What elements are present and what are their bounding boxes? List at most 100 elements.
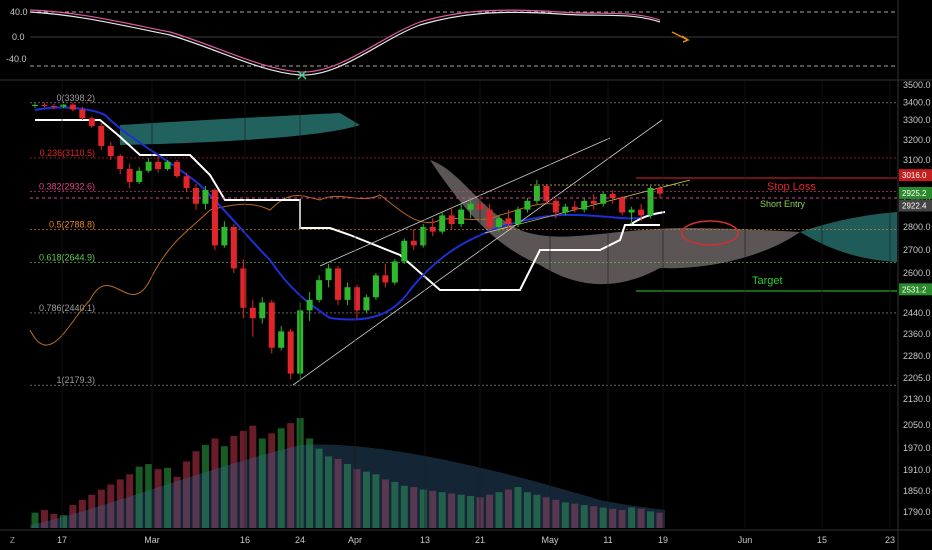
candle-body: [202, 190, 209, 204]
time-axis-label: May: [541, 535, 559, 545]
price-axis-label: 2050.0: [903, 420, 931, 430]
volume-bar: [40, 510, 48, 528]
price-axis-label: 2360.0: [903, 329, 931, 339]
volume-bar: [145, 464, 153, 528]
cloud-bull-future: [800, 212, 897, 262]
volume-bar: [306, 438, 314, 528]
volume-bar: [258, 438, 266, 528]
candle-body: [192, 188, 199, 204]
volume-bar: [249, 425, 257, 528]
time-axis-label: Apr: [348, 535, 362, 545]
volume-bar: [315, 448, 323, 528]
volume-bar: [542, 497, 550, 528]
short-entry-label: Short Entry: [760, 199, 806, 209]
volume-bar: [410, 487, 418, 528]
candle-body: [524, 200, 531, 210]
volume-bar: [628, 507, 636, 528]
volume-bar: [590, 506, 598, 528]
time-axis-label: 23: [885, 535, 895, 545]
volume-bar: [277, 428, 285, 528]
candle-body: [249, 307, 256, 319]
volume-bar: [107, 484, 115, 528]
price-tag: [899, 169, 932, 182]
price-tag: [899, 199, 932, 212]
price-axis-label: 2800.0: [903, 222, 931, 232]
volume-bar: [325, 456, 333, 528]
price-tag-label: 2531.2: [902, 285, 927, 294]
candle-body: [429, 227, 436, 232]
fib-level-label: 1(2179.3): [56, 375, 95, 385]
volume-bar: [135, 466, 143, 528]
candle-body: [174, 161, 181, 177]
volume-bar: [183, 461, 191, 528]
volume-bar: [211, 438, 219, 528]
volume-bar: [220, 446, 228, 528]
volume-bar: [599, 507, 607, 528]
candle-body: [619, 198, 626, 213]
volume-bar: [637, 508, 645, 528]
time-axis-label: 15: [817, 535, 827, 545]
volume-bar: [533, 494, 541, 528]
candle-body: [183, 176, 190, 188]
candle-body: [562, 206, 569, 213]
candle-body: [316, 280, 323, 300]
osc-line-pink: [29, 9, 661, 73]
candle-body: [638, 209, 645, 216]
time-axis: 17 Mar 16 24 Apr 13 21 May 11 19 Jun 15 23: [57, 80, 895, 545]
volume-bar: [164, 467, 172, 528]
candle-body: [533, 186, 540, 201]
price-axis-label: 2130.0: [903, 394, 931, 404]
price-axis-label: 2700.0: [903, 245, 931, 255]
indicator-lines: [29, 106, 666, 346]
candle-body: [353, 287, 360, 311]
price-tag-label: 2922.4: [902, 202, 927, 211]
volume-ma-area: [30, 444, 665, 528]
candle-body: [410, 240, 417, 246]
volume-bar: [362, 471, 370, 528]
volume-bar: [334, 458, 342, 528]
candle-body: [117, 156, 124, 169]
candle-body: [505, 218, 512, 225]
osc-label-40: 40.0: [10, 7, 28, 17]
candle-body: [543, 186, 550, 201]
volume-bar: [344, 464, 351, 528]
candle-body: [126, 169, 133, 182]
candle-body: [335, 268, 342, 300]
fib-level-label: 0.5(2788.8): [49, 220, 95, 230]
price-axis-label: 2600.0: [903, 268, 931, 278]
candle-body: [88, 118, 95, 126]
trendline-upper: [319, 137, 611, 267]
volume-bar: [552, 499, 560, 528]
wedge-lower-line: [484, 179, 691, 234]
time-axis-label: 17: [57, 535, 67, 545]
candle-body: [401, 240, 408, 262]
osc-label-0: 0.0: [12, 32, 25, 42]
volume-bar: [287, 423, 295, 528]
time-axis-label: Jun: [738, 535, 753, 545]
volume-bar: [173, 476, 181, 528]
candle-body: [391, 261, 398, 283]
candle-body: [467, 203, 474, 210]
price-axis: 3500.03400.03300.03200.03100.03000.02900…: [903, 80, 931, 517]
top-oscillator-panel: 40.0 0.0 -40.0: [6, 7, 897, 80]
time-axis-label: 13: [420, 535, 430, 545]
volume-bar: [400, 485, 408, 528]
volume-bar: [523, 492, 531, 528]
volume-bar: [69, 504, 77, 528]
candle-body: [514, 209, 521, 225]
volume-bar: [571, 503, 579, 528]
timezone-icon: Z: [10, 536, 15, 545]
candle-body: [69, 104, 76, 110]
price-axis-label: 3100.0: [903, 155, 931, 165]
price-tag-label: 2925.2: [902, 189, 927, 198]
volume-bar: [448, 493, 456, 528]
candle-body: [590, 200, 597, 204]
candle-body: [420, 227, 427, 246]
price-axis-label: 2280.0: [903, 351, 931, 361]
candle-body: [609, 194, 616, 198]
candle-body: [32, 104, 38, 106]
volume-bar: [230, 435, 238, 528]
fib-level-label: 0.786(2440.1): [39, 303, 95, 313]
osc-line-white: [29, 11, 661, 76]
